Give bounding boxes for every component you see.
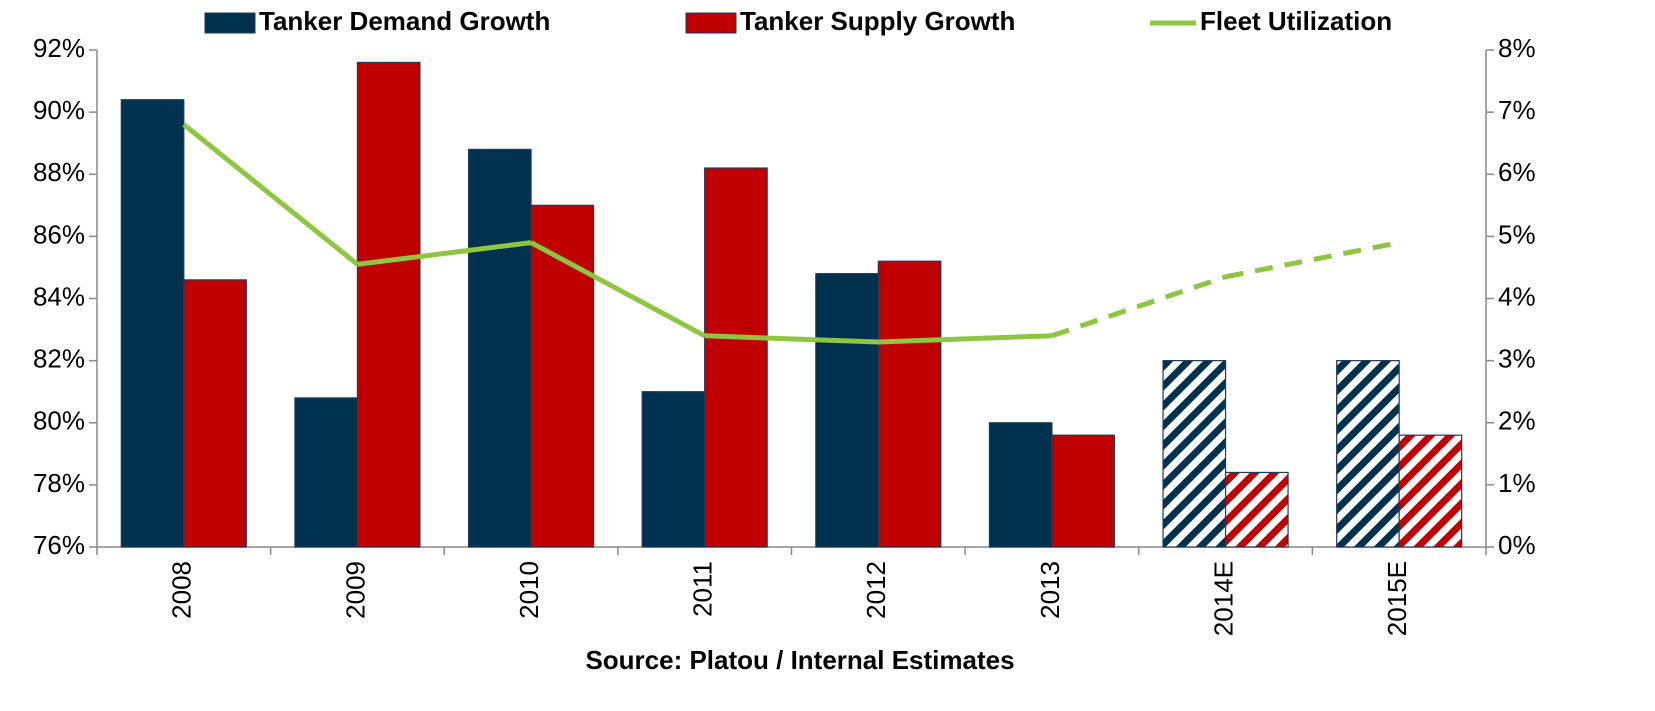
x-tick-label: 2010 [514, 561, 544, 619]
bar [1336, 360, 1400, 548]
legend-label: Tanker Supply Growth [740, 6, 1015, 36]
bar [641, 391, 706, 548]
bar [120, 99, 185, 548]
x-tick-label: 2008 [167, 561, 197, 619]
y-tick-label: 76% [33, 530, 85, 560]
y-tick-label: 92% [33, 33, 85, 63]
line-segment [1051, 274, 1227, 339]
legend-swatch [685, 12, 737, 34]
y2-tick-label: 4% [1498, 281, 1536, 311]
y-tick-label: 86% [33, 219, 85, 249]
bar [988, 422, 1053, 548]
x-tick-label: 2013 [1035, 561, 1065, 619]
line-segment [357, 240, 532, 267]
y-tick-label: 78% [33, 468, 85, 498]
line-segment [182, 122, 360, 267]
x-tick-label: 2012 [861, 561, 891, 619]
bar [356, 61, 421, 548]
x-tick-label: 2015E [1382, 561, 1412, 636]
legend-swatch [204, 12, 256, 34]
y2-tick-label: 2% [1498, 406, 1536, 436]
bar [467, 148, 532, 548]
y-tick-label: 82% [33, 344, 85, 374]
y2-tick-label: 8% [1498, 33, 1536, 63]
y2-tick-label: 3% [1498, 344, 1536, 374]
y2-tick-label: 1% [1498, 468, 1536, 498]
x-tick-label: 2011 [688, 561, 718, 617]
bar [1224, 471, 1289, 548]
bar [530, 204, 595, 548]
line-segment [1225, 240, 1400, 280]
y-tick-label: 84% [33, 281, 85, 311]
y2-tick-label: 6% [1498, 157, 1536, 187]
line-segment [529, 240, 706, 338]
x-tick-label: 2009 [340, 561, 370, 619]
line-segment [878, 333, 1053, 345]
legend-label: Fleet Utilization [1200, 6, 1392, 36]
bar [704, 167, 768, 548]
y-tick-label: 90% [33, 95, 85, 125]
legend-label: Tanker Demand Growth [259, 6, 550, 36]
bar [1162, 360, 1227, 548]
bar [877, 260, 942, 548]
bar [1051, 434, 1116, 548]
line-segment [704, 333, 879, 345]
bar [815, 273, 879, 548]
bar [294, 397, 359, 548]
y2-tick-label: 5% [1498, 219, 1536, 249]
x-axis-title: Source: Platou / Internal Estimates [585, 645, 1014, 675]
x-tick-label: 2014E [1208, 561, 1238, 636]
y2-tick-label: 7% [1498, 95, 1536, 125]
bar [1398, 434, 1463, 548]
y2-tick-label: 0% [1498, 530, 1536, 560]
y-tick-label: 88% [33, 157, 85, 187]
bar [183, 279, 247, 548]
y-tick-label: 80% [33, 406, 85, 436]
